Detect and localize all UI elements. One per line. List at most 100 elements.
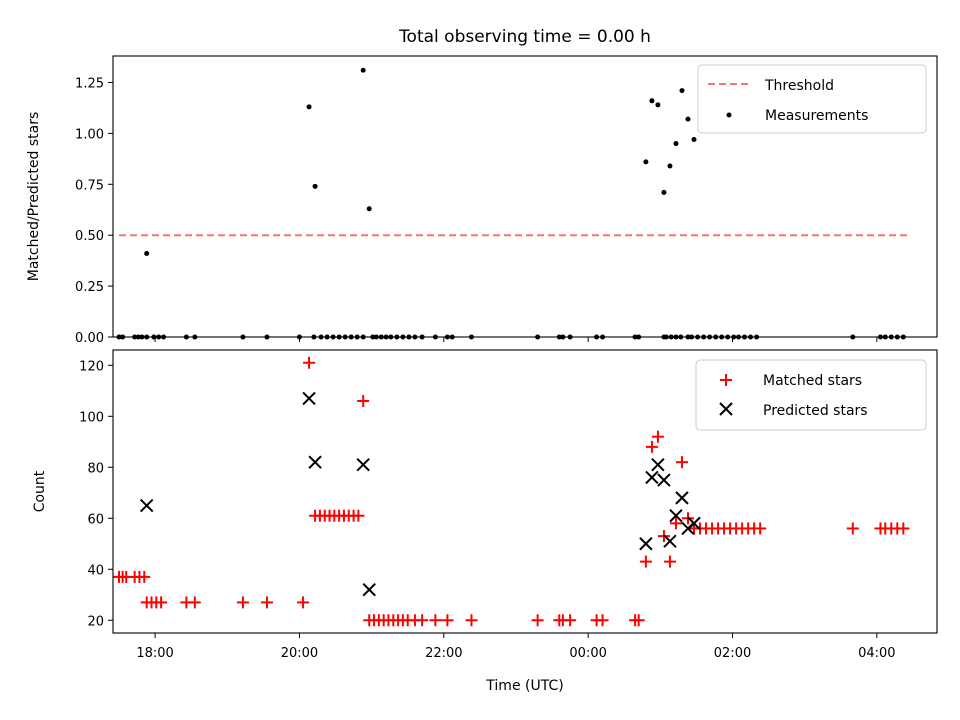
count-y-tick-label: 60 <box>87 512 104 527</box>
x-stroke-b <box>356 458 370 472</box>
matched-stars-point <box>260 596 273 609</box>
x-stroke-b <box>362 582 376 597</box>
count-y-axis-label: Count <box>32 470 48 512</box>
matched-stars-point <box>645 440 658 453</box>
x-axis-label: Time (UTC) <box>485 678 563 694</box>
count-axes-layer: 18:00 20:00 22:00 00:00 02:00 04:00 20 40 60 80 10… <box>79 359 895 661</box>
matched-stars-point <box>754 522 767 535</box>
count-y-tick-label: 120 <box>79 359 104 374</box>
predicted-stars-point <box>302 391 316 406</box>
count-panel: 18:00 20:00 22:00 00:00 02:00 04:00 20 40 60 80 10… <box>32 349 938 694</box>
matched-stars-point <box>639 555 652 568</box>
matched-stars-point <box>846 522 859 535</box>
measurement-point <box>691 136 697 142</box>
count-y-tick-label: 80 <box>87 461 104 476</box>
measurement-point <box>366 206 372 212</box>
measurement-point <box>667 163 673 169</box>
predicted-stars-point <box>356 458 370 472</box>
x-stroke-b <box>657 473 671 487</box>
ratio-y-tick-label: 0.25 <box>75 280 104 295</box>
x-stroke-b <box>645 470 659 485</box>
x-tick-label: 20:00 <box>281 646 318 661</box>
count-y-tick-label: 100 <box>79 410 104 425</box>
measurement-point <box>306 104 312 110</box>
ratio-legend: Threshold Measurements <box>697 64 927 134</box>
count-legend-box <box>695 359 927 431</box>
ratio-y-tick-label: 1.00 <box>75 127 104 142</box>
predicted-stars-point <box>139 498 154 513</box>
chart-title: Total observing time = 0.00 h <box>398 27 651 47</box>
matched-stars-point <box>651 430 664 443</box>
ratio-axes-layer: 0.00 0.25 0.50 0.75 1.00 1.25 <box>75 76 878 346</box>
ratio-y-tick-label: 1.25 <box>75 76 104 91</box>
measurement-point <box>312 183 318 189</box>
x-tick-label: 00:00 <box>569 646 606 661</box>
x-stroke-b <box>139 498 154 513</box>
predicted-stars-point <box>651 458 665 472</box>
predicted-stars-point <box>663 534 677 548</box>
matched-stars-point <box>465 614 478 627</box>
threshold-legend-label: Threshold <box>764 78 834 94</box>
measurement-point <box>685 116 691 122</box>
matched-legend-label: Matched stars <box>763 373 862 389</box>
measurement-point <box>679 88 685 94</box>
matched-stars-point <box>897 522 910 535</box>
measurements-legend-label: Measurements <box>765 108 868 124</box>
predicted-stars-point <box>308 455 322 469</box>
count-legend: Matched stars Predicted stars <box>695 359 927 431</box>
measurement-point <box>643 159 649 165</box>
ratio-panel-frame <box>112 55 938 338</box>
matched-stars-point <box>297 596 310 609</box>
count-series-layer <box>113 356 910 627</box>
x-stroke-b <box>669 509 683 523</box>
x-tick-label: 04:00 <box>858 646 895 661</box>
ratio-y-axis-label: Matched/Predicted stars <box>26 112 42 282</box>
predicted-stars-point <box>657 473 671 487</box>
x-tick-label: 18:00 <box>136 646 173 661</box>
matched-stars-point <box>416 614 429 627</box>
measurements-legend-swatch <box>726 112 732 118</box>
ratio-y-tick-label: 0.75 <box>75 178 104 193</box>
ratio-y-tick-label: 0.00 <box>75 331 104 346</box>
x-stroke-b <box>308 455 322 469</box>
predicted-stars-point <box>645 470 659 485</box>
measurement-point <box>144 251 150 257</box>
predicted-legend-label: Predicted stars <box>763 403 868 419</box>
matched-stars-point <box>564 614 577 627</box>
x-tick-label: 22:00 <box>425 646 462 661</box>
count-y-tick-label: 20 <box>87 614 104 629</box>
x-stroke-b <box>651 458 665 472</box>
x-stroke-b <box>302 391 316 406</box>
predicted-legend-swatch <box>719 402 733 416</box>
measurement-point <box>673 141 679 147</box>
matched-stars-point <box>357 394 370 407</box>
matched-stars-point <box>596 614 609 627</box>
count-panel-frame <box>112 349 938 634</box>
matched-stars-point <box>663 555 676 568</box>
predicted-stars-point <box>675 491 689 505</box>
measurement-point <box>360 67 366 73</box>
matched-stars-point <box>441 614 454 627</box>
predicted-stars-point <box>362 582 376 597</box>
x-stroke-b <box>687 516 701 531</box>
predicted-stars-point <box>639 537 653 551</box>
predicted-stars-point <box>687 516 701 531</box>
matched-stars-point <box>352 509 365 522</box>
ratio-legend-box <box>697 64 927 134</box>
ratio-y-tick-label: 0.50 <box>75 229 104 244</box>
x-stroke-b <box>639 537 653 551</box>
x-tick-label: 02:00 <box>714 646 751 661</box>
measurement-point <box>649 98 655 104</box>
x-stroke-b <box>663 534 677 548</box>
matched-stars-point <box>188 596 201 609</box>
matched-stars-point <box>632 614 645 627</box>
matched-stars-point <box>669 517 682 530</box>
matched-stars-point <box>138 570 151 583</box>
measurement-point <box>655 102 661 108</box>
matched-stars-point <box>236 596 249 609</box>
predicted-stars-point <box>669 509 683 523</box>
matched-stars-point <box>429 614 442 627</box>
matched-stars-point <box>675 456 688 469</box>
matched-stars-point <box>303 356 316 369</box>
